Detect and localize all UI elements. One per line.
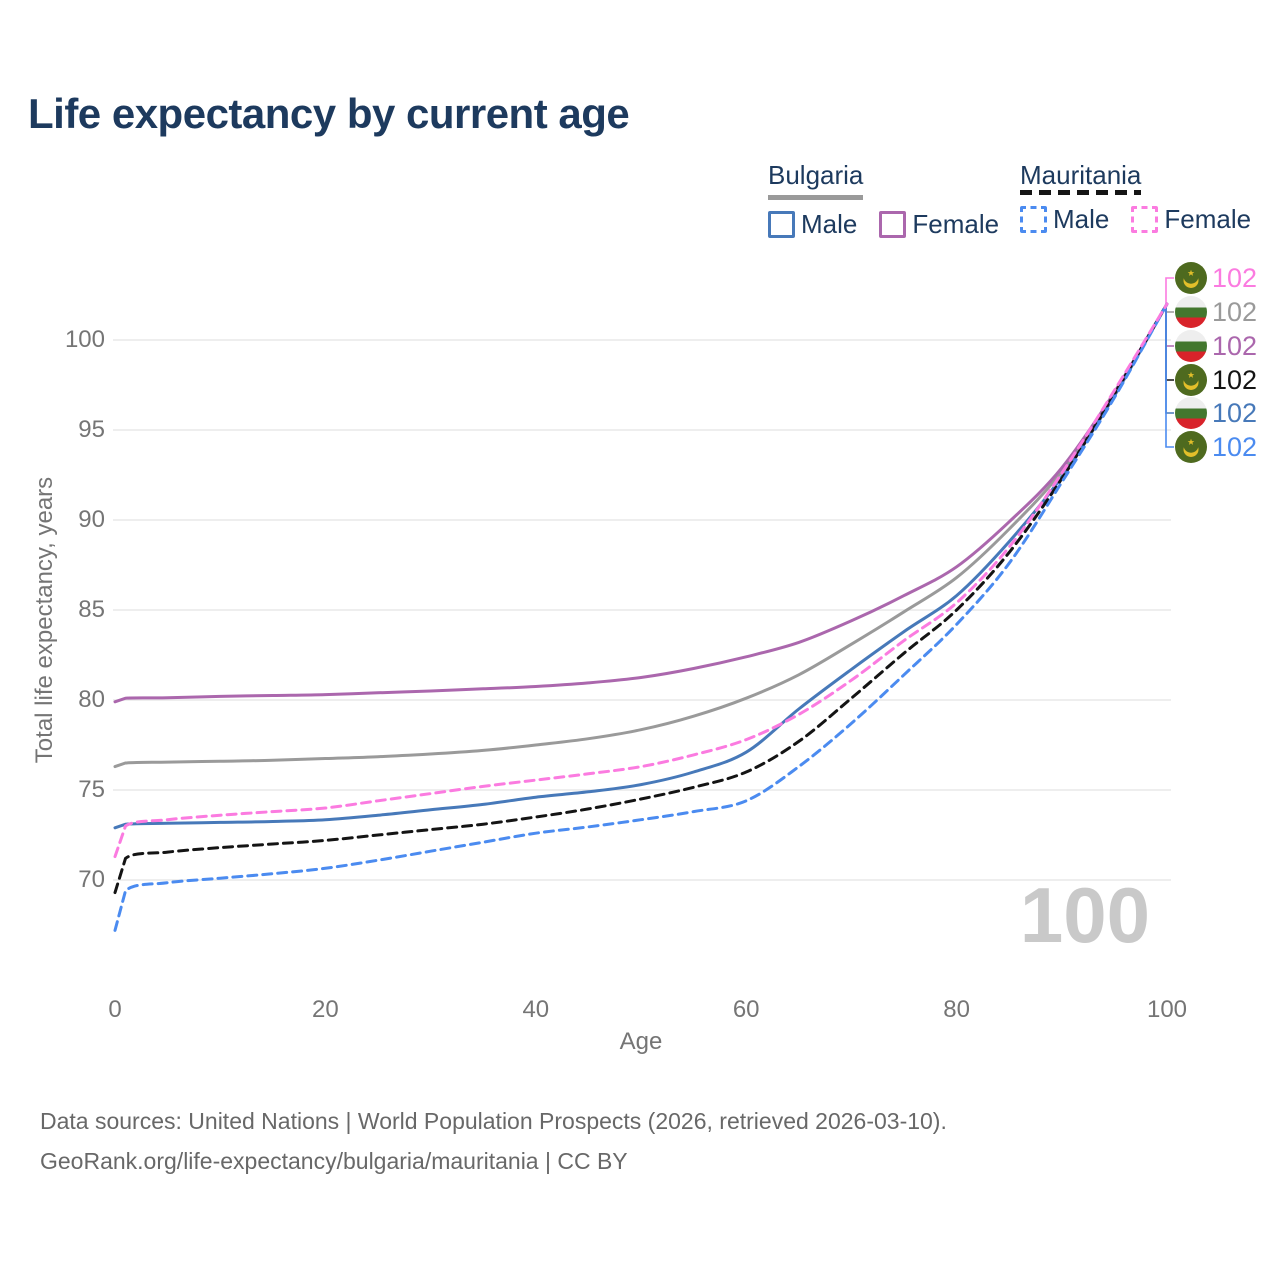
y-tick-label: 80 xyxy=(78,686,105,713)
y-tick-label: 70 xyxy=(78,866,105,893)
y-tick-label: 90 xyxy=(78,506,105,533)
x-tick-label: 40 xyxy=(522,996,550,1023)
series-end-value: 102 xyxy=(1212,297,1258,327)
bulgaria-male-swatch-icon xyxy=(768,211,795,238)
legend-item-mauritania-female[interactable]: Female xyxy=(1131,204,1251,235)
connector-line xyxy=(1165,307,1174,448)
mauritania-flag-icon xyxy=(1175,431,1207,463)
mauritania-flag-icon xyxy=(1175,262,1207,294)
series-line-mauritania-female xyxy=(113,302,1169,859)
y-tick-label: 75 xyxy=(78,776,105,803)
series-line-mauritania xyxy=(113,302,1169,895)
x-axis-title: Age xyxy=(619,1028,663,1055)
connector-line xyxy=(1165,307,1174,414)
legend-item-bulgaria-male[interactable]: Male xyxy=(768,209,857,240)
series-end-value: 102 xyxy=(1212,432,1258,462)
legend-item-label: Male xyxy=(1053,204,1110,234)
legend-item-label: Male xyxy=(801,209,858,239)
x-tick-label: 100 xyxy=(1146,996,1188,1023)
x-tick-label: 60 xyxy=(732,996,760,1023)
series-end-value: 102 xyxy=(1212,331,1258,361)
mauritania-flag-icon xyxy=(1175,364,1207,396)
bulgaria-flag-icon xyxy=(1175,296,1207,328)
bulgaria-female-swatch-icon xyxy=(879,211,907,238)
end-label-connectors xyxy=(1165,277,1174,448)
page-title: Life expectancy by current age xyxy=(28,90,630,137)
series-line-bulgaria-male xyxy=(113,302,1169,830)
mauritania-male-swatch-icon xyxy=(1020,206,1047,233)
y-tick-label: 95 xyxy=(78,416,105,443)
x-tick-label: 80 xyxy=(943,996,970,1023)
y-tick-label: 100 xyxy=(64,326,105,353)
series-line-bulgaria xyxy=(113,302,1169,769)
series-line-mauritania-male xyxy=(113,302,1169,932)
series-line-bulgaria-female xyxy=(113,302,1169,704)
legend-item-bulgaria-female[interactable]: Female xyxy=(879,209,999,240)
age-counter-watermark: 100 xyxy=(1019,871,1150,959)
bulgaria-flag-icon xyxy=(1175,330,1207,362)
chart-canvas xyxy=(113,277,1174,932)
y-tick-label: 85 xyxy=(78,596,105,623)
x-tick-label: 0 xyxy=(108,996,122,1023)
mauritania-female-swatch-icon xyxy=(1131,206,1159,233)
connector-line xyxy=(1165,277,1174,307)
bulgaria-flag-icon xyxy=(1175,397,1207,429)
series-end-value: 102 xyxy=(1212,263,1258,293)
data-sources-note: Data sources: United Nations | World Pop… xyxy=(40,1108,947,1134)
series-end-value: 102 xyxy=(1212,365,1258,395)
legend-header-bulgaria[interactable]: Bulgaria xyxy=(768,160,864,200)
legend-group-mauritania: Mauritania Male Female xyxy=(1020,160,1251,235)
legend-item-label: Female xyxy=(912,209,1000,239)
connector-line xyxy=(1165,307,1174,381)
legend-item-mauritania-male[interactable]: Male xyxy=(1020,204,1109,235)
x-tick-label: 20 xyxy=(312,996,339,1023)
legend-header-mauritania[interactable]: Mauritania xyxy=(1020,160,1142,195)
attribution-link[interactable]: GeoRank.org/life-expectancy/bulgaria/mau… xyxy=(40,1148,628,1174)
connector-line xyxy=(1165,307,1174,313)
series-end-value: 102 xyxy=(1212,398,1258,428)
legend-group-bulgaria: Bulgaria Male Female xyxy=(768,160,999,240)
legend-item-label: Female xyxy=(1164,204,1252,234)
gridlines xyxy=(113,339,1171,881)
